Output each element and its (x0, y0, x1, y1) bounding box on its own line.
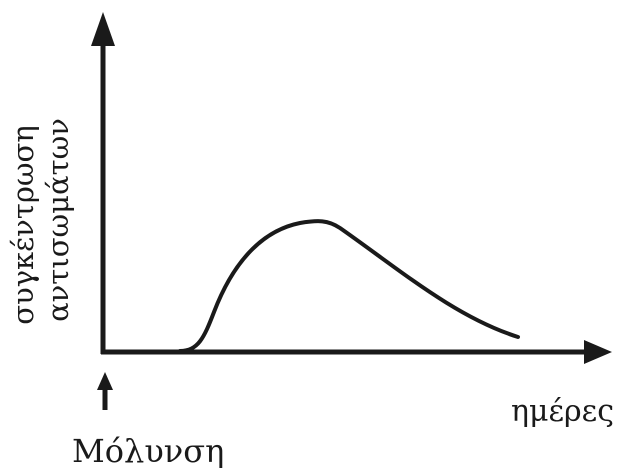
antibody-curve (178, 219, 520, 353)
infection-label: Μόλυνση (72, 432, 224, 468)
y-axis-arrowhead (91, 12, 115, 46)
up-arrow-icon (97, 372, 113, 390)
x-axis-arrowhead (584, 340, 612, 364)
y-axis-label-line1: συγκέντρωση (6, 125, 40, 324)
x-axis-label: ημέρες (511, 394, 614, 429)
y-axis-label-line2: αντισωμάτων (41, 118, 75, 322)
